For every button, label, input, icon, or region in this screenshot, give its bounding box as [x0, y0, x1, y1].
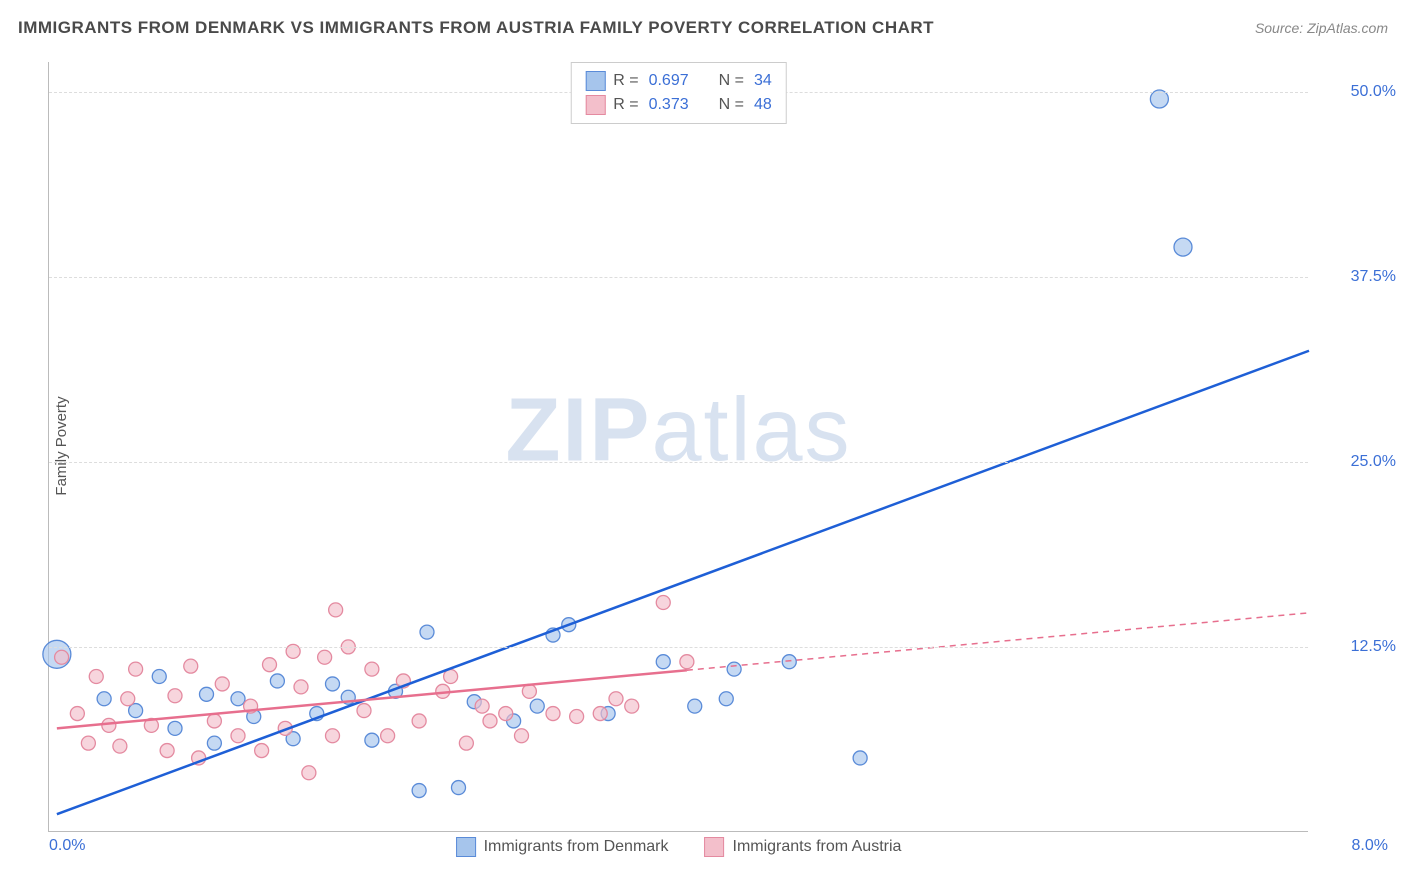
data-point — [656, 595, 670, 609]
data-point — [1150, 90, 1168, 108]
data-point — [160, 744, 174, 758]
header: IMMIGRANTS FROM DENMARK VS IMMIGRANTS FR… — [18, 18, 1388, 38]
r-value: 0.697 — [649, 72, 689, 90]
series-name: Immigrants from Denmark — [484, 838, 669, 856]
data-point — [270, 674, 284, 688]
n-value: 34 — [754, 72, 772, 90]
data-point — [546, 707, 560, 721]
data-point — [70, 707, 84, 721]
data-point — [326, 677, 340, 691]
data-point — [200, 687, 214, 701]
series-legend: Immigrants from Denmark Immigrants from A… — [456, 837, 902, 857]
data-point — [129, 662, 143, 676]
data-point — [357, 704, 371, 718]
data-point — [102, 718, 116, 732]
data-point — [412, 784, 426, 798]
data-point — [499, 707, 513, 721]
data-point — [483, 714, 497, 728]
trend-line — [57, 351, 1309, 814]
plot-svg — [49, 62, 1308, 831]
data-point — [420, 625, 434, 639]
gridline — [49, 277, 1308, 278]
data-point — [570, 710, 584, 724]
data-point — [89, 670, 103, 684]
gridline — [49, 647, 1308, 648]
data-point — [207, 714, 221, 728]
data-point — [152, 670, 166, 684]
data-point — [1174, 238, 1192, 256]
data-point — [853, 751, 867, 765]
data-point — [121, 692, 135, 706]
data-point — [113, 739, 127, 753]
data-point — [302, 766, 316, 780]
y-tick-label: 25.0% — [1316, 453, 1396, 471]
data-point — [593, 707, 607, 721]
data-point — [207, 736, 221, 750]
y-tick-label: 50.0% — [1316, 83, 1396, 101]
data-point — [55, 650, 69, 664]
series-legend-item: Immigrants from Denmark — [456, 837, 669, 857]
data-point — [365, 733, 379, 747]
data-point — [727, 662, 741, 676]
data-point — [168, 689, 182, 703]
data-point — [515, 729, 529, 743]
data-point — [782, 655, 796, 669]
series-name: Immigrants from Austria — [732, 838, 901, 856]
data-point — [255, 744, 269, 758]
data-point — [680, 655, 694, 669]
correlation-legend: R = 0.697 N = 34 R = 0.373 N = 48 — [570, 62, 787, 124]
n-label: N = — [719, 96, 744, 114]
source-label: Source: ZipAtlas.com — [1255, 20, 1388, 36]
data-point — [184, 659, 198, 673]
n-value: 48 — [754, 96, 772, 114]
legend-swatch — [585, 95, 605, 115]
data-point — [365, 662, 379, 676]
trend-line-extrapolated — [687, 613, 1309, 670]
data-point — [625, 699, 639, 713]
data-point — [326, 729, 340, 743]
legend-row: R = 0.373 N = 48 — [585, 93, 772, 117]
data-point — [381, 729, 395, 743]
y-tick-label: 37.5% — [1316, 268, 1396, 286]
r-label: R = — [613, 96, 638, 114]
data-point — [168, 721, 182, 735]
legend-swatch — [456, 837, 476, 857]
trend-line — [57, 670, 687, 728]
legend-swatch — [585, 71, 605, 91]
r-value: 0.373 — [649, 96, 689, 114]
data-point — [656, 655, 670, 669]
data-point — [81, 736, 95, 750]
y-tick-label: 12.5% — [1316, 638, 1396, 656]
r-label: R = — [613, 72, 638, 90]
chart-title: IMMIGRANTS FROM DENMARK VS IMMIGRANTS FR… — [18, 18, 934, 38]
data-point — [452, 781, 466, 795]
data-point — [231, 729, 245, 743]
data-point — [530, 699, 544, 713]
data-point — [97, 692, 111, 706]
data-point — [688, 699, 702, 713]
data-point — [609, 692, 623, 706]
x-tick-label: 8.0% — [1318, 837, 1388, 855]
legend-swatch — [704, 837, 724, 857]
plot-area: ZIPatlas R =0.697N =34R =0.373N =48 Immi… — [48, 62, 1308, 832]
data-point — [318, 650, 332, 664]
data-point — [294, 680, 308, 694]
data-point — [719, 692, 733, 706]
series-legend-item: Immigrants from Austria — [704, 837, 901, 857]
gridline — [49, 462, 1308, 463]
data-point — [263, 658, 277, 672]
data-point — [412, 714, 426, 728]
data-point — [231, 692, 245, 706]
data-point — [459, 736, 473, 750]
data-point — [215, 677, 229, 691]
x-tick-label: 0.0% — [49, 837, 85, 855]
legend-row: R = 0.697 N = 34 — [585, 69, 772, 93]
n-label: N = — [719, 72, 744, 90]
data-point — [329, 603, 343, 617]
data-point — [475, 699, 489, 713]
